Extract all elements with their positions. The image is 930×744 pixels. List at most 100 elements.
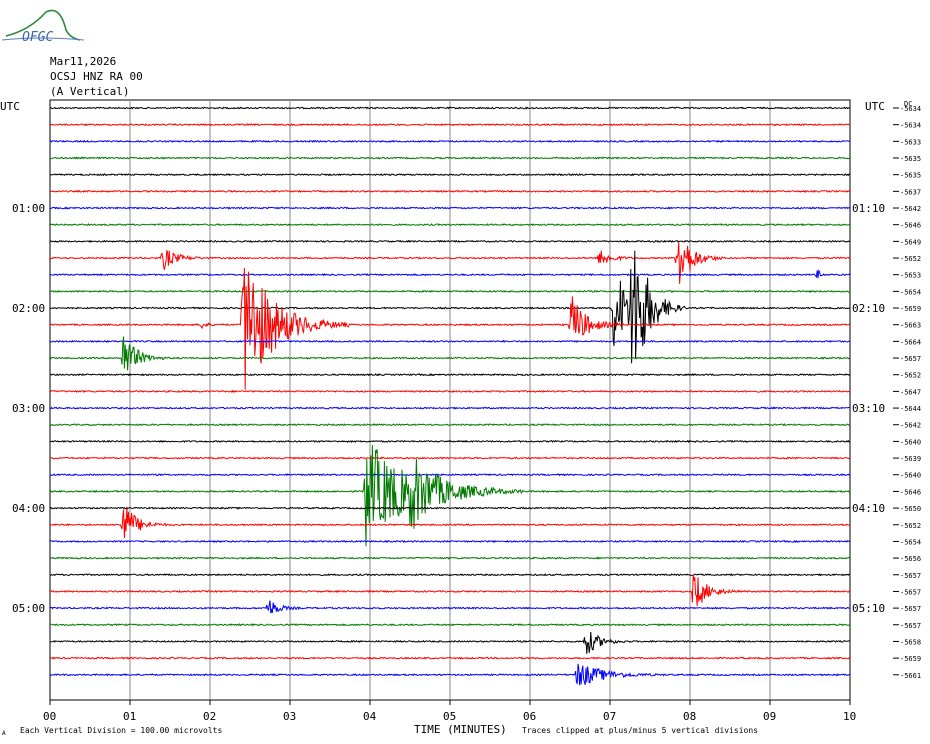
dc-offset-label: -5663 [900, 322, 921, 330]
seismic-trace [50, 600, 851, 614]
right-time-label: 01:10 [852, 202, 885, 215]
seismic-trace [49, 656, 850, 660]
seismic-trace [49, 173, 851, 177]
seismic-trace [49, 506, 851, 510]
right-time-label: 03:10 [852, 402, 885, 415]
x-tick-label: 04 [363, 710, 377, 723]
trace-group [49, 106, 851, 686]
x-tick-label: 02 [203, 710, 216, 723]
scale-note: Each Vertical Division = 100.00 microvol… [20, 726, 222, 735]
left-time-label: 04:00 [12, 502, 45, 515]
dc-offset-label: -5658 [900, 638, 921, 646]
left-time-label: 01:00 [12, 202, 45, 215]
seismic-trace [49, 289, 851, 294]
x-axis: 00 01 02 03 04 05 06 07 08 09 10 [43, 700, 856, 723]
x-tick-label: 10 [843, 710, 856, 723]
header-date: Mar11,2026 [50, 55, 116, 68]
right-time-label: 04:10 [852, 502, 885, 515]
dc-offset-label: -5661 [900, 672, 921, 680]
dc-offset-label: -5639 [900, 455, 921, 463]
left-time-label: 02:00 [12, 302, 45, 315]
dc-offset-label: -5640 [900, 472, 921, 480]
seismic-trace [49, 206, 851, 210]
vertical-gridlines [129, 100, 771, 700]
seismic-trace [49, 456, 851, 460]
dc-offset-label: -5656 [900, 555, 921, 563]
dc-offset-label: -5659 [900, 655, 921, 663]
dc-offset-label: -5635 [900, 172, 921, 180]
dc-offset-label: -5649 [900, 238, 921, 246]
seismic-trace [49, 631, 851, 654]
logo-text: OFGC [22, 30, 53, 45]
seismic-trace [49, 123, 851, 127]
x-axis-title: TIME (MINUTES) [414, 723, 507, 736]
seismic-trace [49, 250, 851, 364]
left-utc-label: UTC [0, 100, 20, 113]
dc-offset-label: -5642 [900, 205, 921, 213]
dc-offset-label: -5657 [900, 572, 921, 580]
right-time-label: 02:10 [852, 302, 885, 315]
seismic-trace [49, 223, 851, 227]
dc-offset-label: -5652 [900, 522, 921, 530]
left-time-label: 03:00 [12, 402, 45, 415]
seismic-trace [50, 267, 851, 390]
seismic-trace [49, 573, 851, 577]
dc-offset-label: -5647 [900, 388, 921, 396]
dc-offset-label: -5657 [900, 355, 921, 363]
x-tick-label: 09 [763, 710, 776, 723]
x-tick-label: 01 [123, 710, 136, 723]
dc-offset-label: -5633 [900, 138, 921, 146]
seismic-trace [49, 339, 851, 343]
dc-header: DC [904, 100, 912, 108]
dc-offset-label: -5659 [900, 305, 921, 313]
left-time-labels: 01:00 02:00 03:00 04:00 05:00 [12, 202, 45, 615]
x-tick-label: 08 [683, 710, 696, 723]
seismic-trace [49, 106, 851, 110]
dc-offset-label: -5635 [900, 155, 921, 163]
seismic-trace [49, 336, 851, 371]
dc-offset-label: -5657 [900, 605, 921, 613]
dc-offset-label: -5644 [900, 405, 921, 413]
dc-offset-label: -5634 [900, 105, 921, 113]
seismic-trace [50, 439, 851, 444]
seismic-trace [49, 373, 851, 377]
seismic-trace [49, 422, 851, 427]
corner-mark: A [2, 730, 6, 737]
dc-offset-label: -5634 [900, 122, 921, 130]
seismic-trace [49, 189, 851, 193]
right-time-label: 05:10 [852, 602, 885, 615]
dc-offset-label: -5657 [900, 588, 921, 596]
dc-offset-label: -5653 [900, 272, 921, 280]
x-tick-label: 00 [43, 710, 56, 723]
seismic-trace [49, 139, 851, 143]
dc-offset-label: -5637 [900, 188, 921, 196]
header-station: OCSJ HNZ RA 00 [50, 70, 143, 83]
dc-offset-label: -5642 [900, 422, 921, 430]
right-utc-label: UTC [865, 100, 885, 113]
dc-offset-label: -5654 [900, 288, 921, 296]
seismic-trace [49, 539, 851, 544]
x-tick-label: 05 [443, 710, 456, 723]
right-time-labels: 01:10 02:10 03:10 04:10 05:10 [852, 202, 885, 615]
x-tick-label: 07 [603, 710, 616, 723]
seismic-trace [49, 389, 851, 394]
seismic-trace [49, 663, 850, 686]
header-component: (A Vertical) [50, 85, 129, 98]
seismic-trace [49, 507, 851, 539]
dc-offset-label: -5652 [900, 255, 921, 263]
seismic-trace [49, 574, 851, 607]
dc-offset-label: -5652 [900, 372, 921, 380]
x-tick-label: 06 [523, 710, 536, 723]
seismic-trace [49, 239, 851, 243]
dc-offset-label: -5664 [900, 338, 921, 346]
seismic-trace [49, 242, 851, 284]
dc-offset-labels: -5634 -5634 -5633 -5635 -5635 -5637 -5642 -5646… [893, 105, 921, 680]
seismic-trace [49, 623, 851, 627]
left-time-label: 05:00 [12, 602, 45, 615]
seismic-trace [49, 473, 851, 477]
dc-offset-label: -5646 [900, 222, 921, 230]
ofgc-logo: OFGC [1, 9, 85, 45]
seismic-trace [49, 406, 851, 410]
seismic-trace [49, 156, 851, 160]
